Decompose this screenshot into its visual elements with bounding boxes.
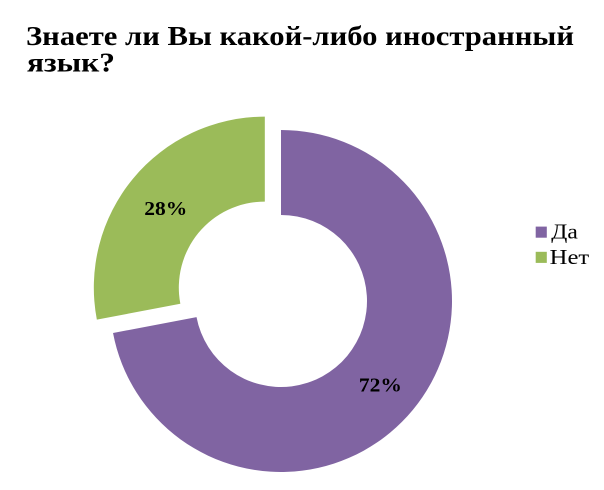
svg-text:Да: Да: [551, 220, 578, 244]
svg-text:28%: 28%: [144, 198, 187, 220]
svg-text:Нет: Нет: [550, 245, 590, 269]
svg-text:язык?: язык?: [27, 48, 115, 78]
svg-text:72%: 72%: [359, 375, 402, 397]
svg-text:Знаете ли Вы какой-либо иностр: Знаете ли Вы какой-либо иностранный: [26, 21, 574, 51]
